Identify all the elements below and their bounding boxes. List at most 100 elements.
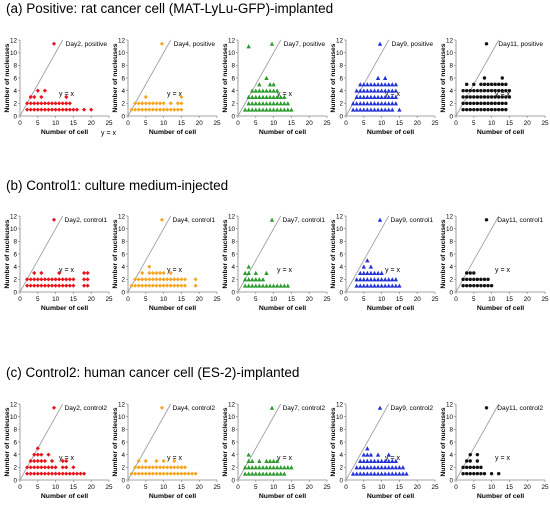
data-point xyxy=(143,471,148,476)
data-point xyxy=(140,465,145,470)
data-point xyxy=(368,471,374,476)
data-point xyxy=(260,471,266,476)
legend-marker xyxy=(159,217,165,222)
y-tick-label: 6 xyxy=(339,75,343,82)
x-tick-label: 5 xyxy=(144,120,148,127)
x-tick-label: 25 xyxy=(323,296,331,303)
legend-marker xyxy=(377,405,383,410)
data-point xyxy=(479,107,483,112)
data-point xyxy=(400,471,406,476)
y-tick-label: 10 xyxy=(446,226,454,233)
y-tick-label: 6 xyxy=(121,439,125,446)
data-point xyxy=(493,95,497,99)
data-point xyxy=(35,471,40,476)
data-point xyxy=(358,107,363,112)
data-point xyxy=(46,465,51,470)
data-point xyxy=(250,471,255,476)
data-point xyxy=(71,471,76,476)
x-tick-label: 0 xyxy=(18,484,22,491)
data-point xyxy=(257,458,262,463)
scatter-panel-3-1: 0 2 4 6 8 10 12 0 5 10 15 20 25 Number of cell Number … xyxy=(4,401,113,500)
data-point xyxy=(150,107,156,112)
data-point xyxy=(157,471,163,476)
data-point xyxy=(154,107,159,112)
x-tick-label: 0 xyxy=(344,120,348,127)
data-point xyxy=(504,88,508,93)
data-point xyxy=(133,465,138,470)
data-point xyxy=(42,101,48,106)
y-axis-title: Number of nucleuses xyxy=(330,407,337,476)
data-point xyxy=(242,277,248,282)
data-point xyxy=(504,95,508,99)
x-tick-label: 20 xyxy=(414,484,422,491)
y-tick-label: 0 xyxy=(449,289,453,296)
data-point xyxy=(260,101,266,106)
data-point xyxy=(479,277,483,282)
data-point xyxy=(375,270,381,275)
data-point xyxy=(468,465,472,470)
data-point xyxy=(386,94,391,99)
data-point xyxy=(361,94,366,99)
x-tick-label: 10 xyxy=(378,296,386,303)
data-point xyxy=(365,107,370,112)
y-tick-label: 2 xyxy=(339,101,343,108)
data-point xyxy=(136,277,141,282)
data-point xyxy=(60,101,65,106)
legend: Day9, positive xyxy=(377,41,433,48)
data-point xyxy=(358,471,363,476)
data-point xyxy=(282,94,287,99)
x-tick-label: 10 xyxy=(52,296,60,303)
data-point xyxy=(379,101,384,106)
data-point xyxy=(168,465,173,470)
y-tick-label: 6 xyxy=(231,251,235,258)
y-tick-label: 4 xyxy=(449,88,453,95)
y-tick-label: 10 xyxy=(336,226,344,233)
data-point xyxy=(282,471,287,476)
y-tick-label: 2 xyxy=(339,277,343,284)
x-tick-label: 25 xyxy=(431,296,439,303)
data-point xyxy=(354,94,359,99)
data-point xyxy=(53,471,58,476)
data-point xyxy=(479,82,483,87)
data-point xyxy=(35,88,40,93)
data-point xyxy=(486,95,490,99)
y-tick-label: 0 xyxy=(231,477,235,484)
data-point xyxy=(278,471,283,476)
data-point xyxy=(133,107,138,112)
data-point xyxy=(267,465,273,470)
data-point xyxy=(179,94,184,100)
legend: Day2, positive xyxy=(51,41,107,48)
data-point xyxy=(393,465,399,470)
data-point xyxy=(35,465,40,470)
reference-line-y-equals-x xyxy=(345,403,390,481)
data-point xyxy=(161,270,166,276)
data-point xyxy=(382,82,388,87)
x-tick-label: 10 xyxy=(488,296,496,303)
legend-label: Day11, positive xyxy=(498,41,543,48)
data-point xyxy=(161,101,166,106)
y-tick-label: 2 xyxy=(339,465,343,472)
data-point xyxy=(165,107,170,112)
data-point xyxy=(365,82,370,87)
data-point xyxy=(390,277,395,282)
data-point xyxy=(475,471,480,476)
y-tick-label: 8 xyxy=(121,427,125,434)
y-tick-label: 6 xyxy=(449,251,453,258)
y-axis-title: Number of nucleuses xyxy=(222,43,229,112)
data-point xyxy=(260,465,266,470)
y-axis-title: Number of nucleuses xyxy=(222,219,229,288)
data-point xyxy=(53,107,58,112)
data-point xyxy=(386,458,391,463)
data-point xyxy=(393,94,399,99)
data-point xyxy=(154,465,159,470)
legend: Day9, control2 xyxy=(377,405,433,412)
data-point xyxy=(85,277,90,282)
data-point xyxy=(168,471,173,476)
data-point xyxy=(246,101,251,106)
data-point xyxy=(143,465,148,470)
data-point xyxy=(468,452,472,457)
legend: Day2, control1 xyxy=(51,217,107,224)
data-point xyxy=(260,94,266,99)
y-tick-label: 10 xyxy=(10,414,18,421)
y-tick-label: 0 xyxy=(121,289,125,296)
